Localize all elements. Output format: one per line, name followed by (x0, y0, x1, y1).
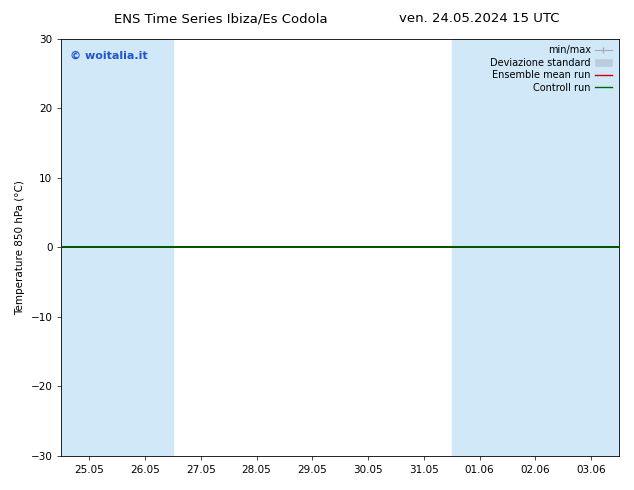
Text: © woitalia.it: © woitalia.it (70, 51, 148, 61)
Bar (452, 39, 507, 456)
Bar (117, 39, 173, 456)
Text: ENS Time Series Ibiza/Es Codola: ENS Time Series Ibiza/Es Codola (114, 12, 328, 25)
Bar (507, 39, 563, 456)
Text: ven. 24.05.2024 15 UTC: ven. 24.05.2024 15 UTC (399, 12, 560, 25)
Bar (61, 39, 117, 456)
Y-axis label: Temperature 850 hPa (°C): Temperature 850 hPa (°C) (15, 180, 25, 315)
Bar (563, 39, 619, 456)
Legend: min/max, Deviazione standard, Ensemble mean run, Controll run: min/max, Deviazione standard, Ensemble m… (488, 44, 614, 95)
